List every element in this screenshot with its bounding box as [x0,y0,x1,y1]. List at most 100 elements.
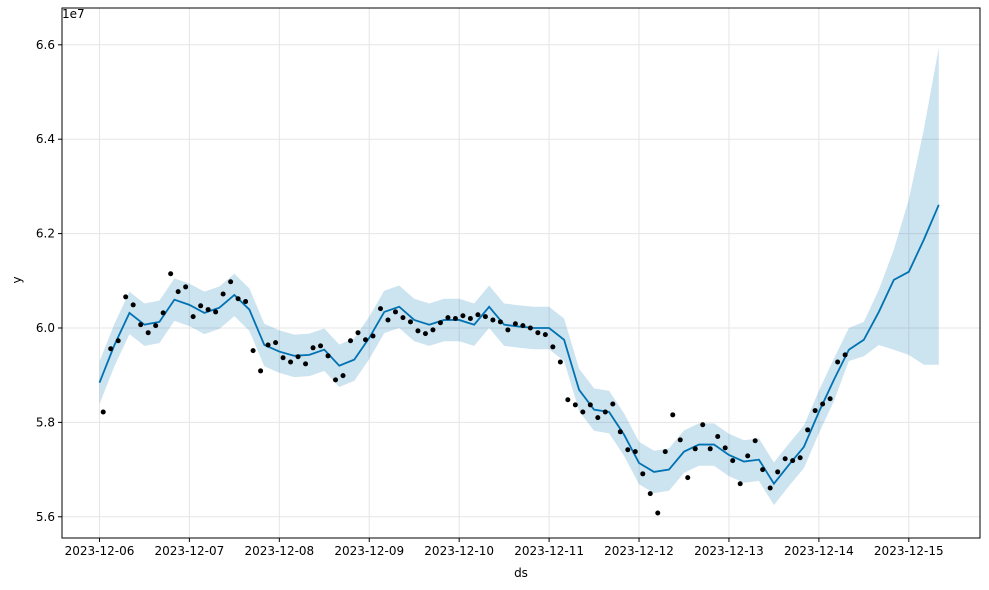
observation [760,467,766,473]
x-tick-label: 2023-12-13 [694,544,764,558]
observation [812,408,818,414]
y-axis-label: y [10,276,24,283]
observation [430,327,436,333]
x-tick-label: 2023-12-08 [244,544,314,558]
observation [220,291,226,297]
x-tick-label: 2023-12-06 [65,544,135,558]
y-tick-label: 6.4 [36,132,55,146]
observation [400,315,406,321]
observation [445,315,451,321]
observation [535,330,541,336]
observation [355,330,361,336]
observation [655,510,661,516]
observation [790,458,796,464]
observation [557,359,563,365]
x-tick-label: 2023-12-11 [514,544,584,558]
observation [108,346,114,352]
observation [288,359,294,365]
observation [842,352,848,358]
observation [490,317,496,323]
x-tick-label: 2023-12-07 [155,544,225,558]
observation [138,322,144,328]
observation [145,330,151,336]
observation [775,469,781,475]
observation [153,323,159,329]
observation [250,348,256,354]
observation [295,354,301,360]
observation [610,401,616,407]
observation [542,332,548,338]
observation [213,309,219,315]
observation [820,401,826,407]
y-tick-label: 6.6 [36,38,55,52]
observation [527,325,533,331]
observation [565,397,571,403]
observation [767,485,773,491]
observation [595,415,601,421]
observation [685,475,691,481]
observation [303,361,309,367]
observation [333,377,339,383]
observation [647,491,653,497]
y-tick-label: 6.0 [36,321,55,335]
observation [797,455,803,461]
observation [580,409,586,415]
observation [730,458,736,464]
observation [325,353,331,359]
observation [497,319,503,325]
observation [228,279,234,285]
observation [175,289,181,295]
observation [280,355,286,361]
x-tick-label: 2023-12-15 [874,544,944,558]
y-tick-label: 6.2 [36,227,55,241]
observation [512,321,518,327]
observation [190,314,196,320]
observation [670,412,676,418]
observation [407,319,413,325]
observation [235,296,241,302]
observation [100,409,106,415]
observation [160,310,166,316]
y-offset-label: 1e7 [62,7,85,21]
observation [123,294,129,300]
observation [340,373,346,379]
observation [835,359,841,365]
observation [745,453,751,459]
observation [482,314,488,320]
observation [602,409,608,415]
observation [452,316,458,322]
observation [437,320,443,326]
observation [385,317,391,323]
plot-frame [61,7,981,539]
observation [707,446,713,452]
observation [700,422,706,428]
x-axis-label: ds [514,566,528,580]
observation [752,438,758,444]
observation [550,344,556,350]
observation [422,331,428,337]
observation [318,343,324,349]
observation [205,307,211,313]
observation [520,323,526,329]
observation [617,429,623,435]
observation [363,337,369,343]
observation [572,402,578,408]
observation [273,340,279,346]
observation [115,338,121,344]
observation [640,471,646,477]
observation [475,312,481,318]
observation [722,445,728,451]
observation [632,449,638,455]
observation [827,396,833,402]
observation [782,456,788,462]
observation [377,306,383,312]
observation [130,302,136,308]
observation [258,368,264,374]
observation [348,338,354,344]
x-tick-label: 2023-12-09 [334,544,404,558]
observation [505,327,511,333]
observation [625,447,631,453]
observation [805,427,811,433]
